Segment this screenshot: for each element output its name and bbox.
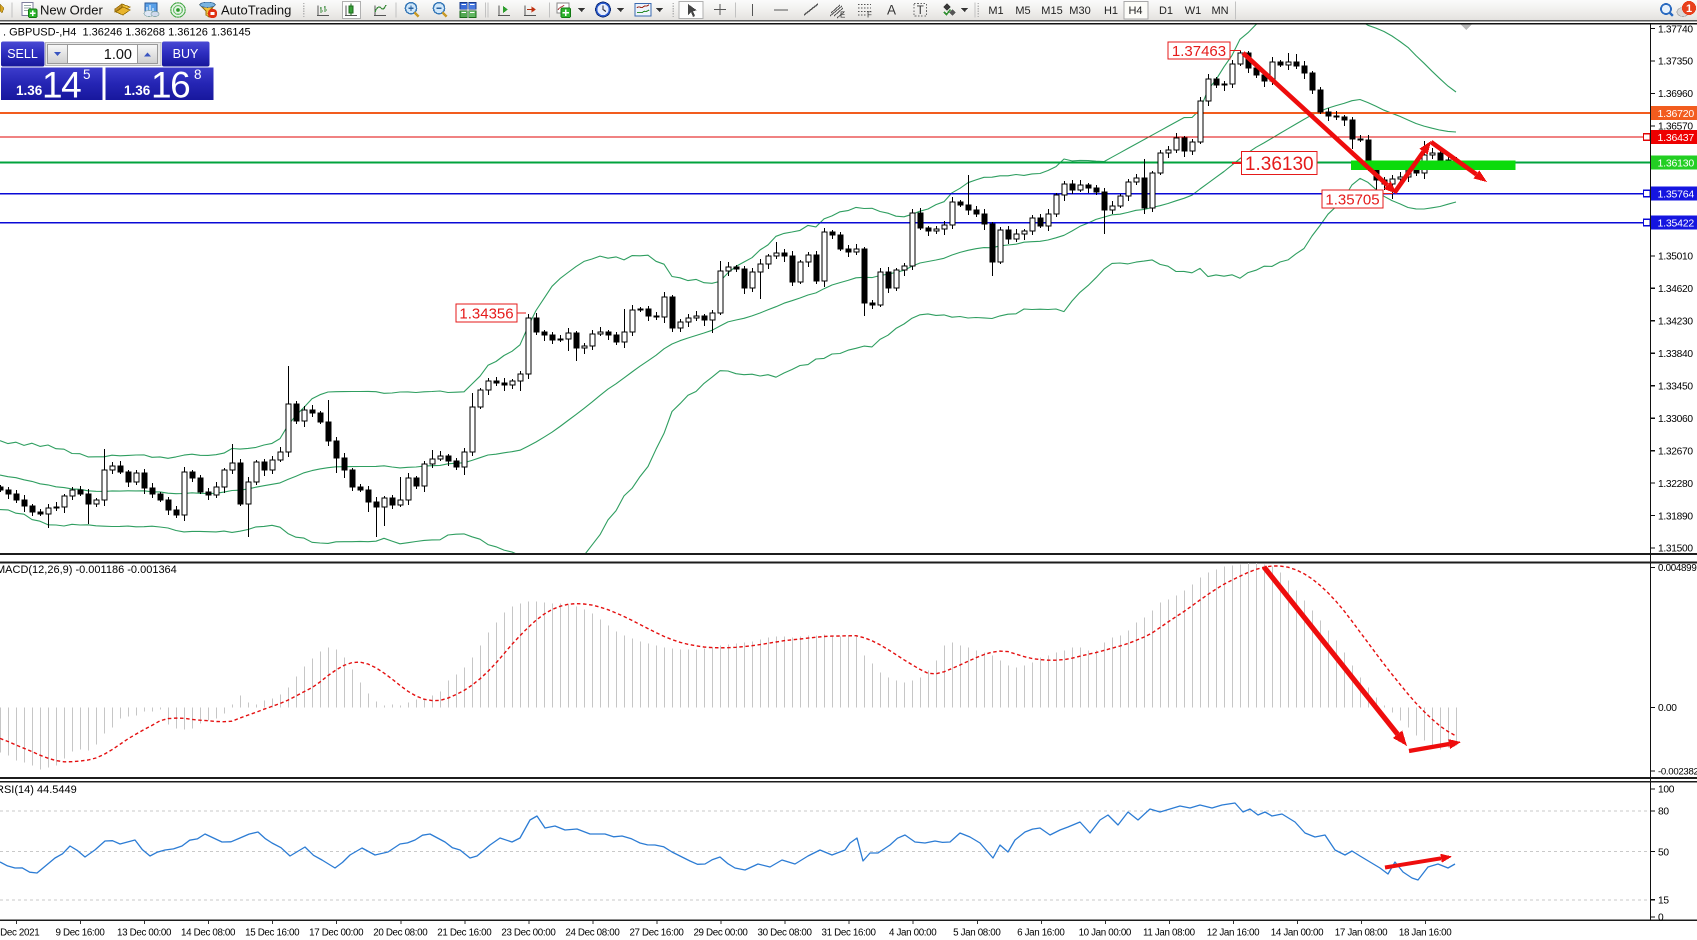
svg-text:1.36130: 1.36130 (1245, 154, 1314, 175)
svg-text:100: 100 (1658, 785, 1675, 796)
svg-text:1.34620: 1.34620 (1658, 284, 1693, 295)
svg-text:W1: W1 (1185, 5, 1202, 17)
svg-text:1.36570: 1.36570 (1658, 122, 1693, 133)
svg-text:5 Jan 08:00: 5 Jan 08:00 (953, 928, 1001, 939)
svg-text:1.33450: 1.33450 (1658, 381, 1693, 392)
svg-text:6 Jan 16:00: 6 Jan 16:00 (1017, 928, 1065, 939)
svg-text:24 Dec 08:00: 24 Dec 08:00 (565, 928, 620, 939)
svg-text:11 Jan 08:00: 11 Jan 08:00 (1143, 928, 1196, 939)
svg-text:MN: MN (1211, 5, 1228, 17)
svg-text:. GBPUSD-,H4 1.36246 1.36268: . GBPUSD-,H4 1.36246 1.36268 1.36126 1.3… (3, 27, 251, 39)
svg-text:1.35705: 1.35705 (1325, 191, 1379, 208)
svg-text:21 Dec 16:00: 21 Dec 16:00 (437, 928, 492, 939)
svg-text:H4: H4 (1128, 5, 1142, 17)
svg-text:BUY: BUY (173, 47, 199, 61)
svg-text:18 Jan 16:00: 18 Jan 16:00 (1399, 928, 1452, 939)
svg-text:1.34230: 1.34230 (1658, 317, 1693, 328)
svg-text:14 Dec 08:00: 14 Dec 08:00 (181, 928, 236, 939)
svg-text:1.35010: 1.35010 (1658, 252, 1693, 263)
svg-text:1.37740: 1.37740 (1658, 24, 1693, 35)
svg-text:1.37350: 1.37350 (1658, 57, 1693, 68)
svg-text:16: 16 (151, 65, 189, 106)
svg-text:AutoTrading: AutoTrading (221, 3, 291, 18)
svg-text:1.36437: 1.36437 (1658, 132, 1695, 144)
svg-text:17 Jan 08:00: 17 Jan 08:00 (1335, 928, 1388, 939)
svg-text:M5: M5 (1015, 5, 1030, 17)
svg-text:A: A (887, 3, 896, 18)
svg-text:9 Dec 16:00: 9 Dec 16:00 (56, 928, 106, 939)
svg-text:31 Dec 16:00: 31 Dec 16:00 (822, 928, 877, 939)
svg-text:8: 8 (194, 67, 202, 82)
svg-text:0.004899: 0.004899 (1658, 563, 1696, 574)
svg-text:20 Dec 08:00: 20 Dec 08:00 (373, 928, 428, 939)
svg-text:23 Dec 00:00: 23 Dec 00:00 (501, 928, 556, 939)
svg-text:H1: H1 (1104, 5, 1118, 17)
svg-text:SELL: SELL (7, 47, 38, 61)
svg-text:M15: M15 (1041, 5, 1062, 17)
svg-text:17 Dec 00:00: 17 Dec 00:00 (309, 928, 364, 939)
svg-text:1.33840: 1.33840 (1658, 349, 1693, 360)
svg-text:-0.002382: -0.002382 (1658, 767, 1697, 778)
svg-text:1.32280: 1.32280 (1658, 479, 1693, 490)
svg-text:1.37463: 1.37463 (1172, 43, 1226, 60)
svg-text:1.36720: 1.36720 (1658, 108, 1695, 120)
svg-text:29 Dec 00:00: 29 Dec 00:00 (693, 928, 748, 939)
svg-text:4 Jan 00:00: 4 Jan 00:00 (889, 928, 937, 939)
svg-text:1.33060: 1.33060 (1658, 414, 1693, 425)
svg-text:D1: D1 (1159, 5, 1173, 17)
svg-text:M1: M1 (988, 5, 1003, 17)
svg-text:0: 0 (1658, 913, 1664, 924)
svg-text:1.35422: 1.35422 (1658, 217, 1695, 229)
svg-text:M30: M30 (1069, 5, 1090, 17)
svg-text:8 Dec 2021: 8 Dec 2021 (0, 928, 39, 939)
svg-text:27 Dec 16:00: 27 Dec 16:00 (629, 928, 684, 939)
svg-text:New Order: New Order (40, 3, 104, 18)
svg-text:T: T (917, 5, 924, 17)
svg-text:1.34356: 1.34356 (459, 305, 513, 322)
svg-text:1.31890: 1.31890 (1658, 511, 1693, 522)
svg-text:1.32670: 1.32670 (1658, 446, 1693, 457)
svg-text:1.31500: 1.31500 (1658, 544, 1693, 555)
svg-text:10 Jan 00:00: 10 Jan 00:00 (1079, 928, 1132, 939)
svg-text:14: 14 (42, 65, 81, 106)
svg-text:80: 80 (1658, 807, 1669, 818)
svg-text:13 Dec 00:00: 13 Dec 00:00 (117, 928, 172, 939)
svg-text:RSI(14) 44.5449: RSI(14) 44.5449 (0, 784, 77, 796)
svg-text:1.36130: 1.36130 (1658, 157, 1695, 169)
svg-text:14 Jan 00:00: 14 Jan 00:00 (1271, 928, 1324, 939)
svg-text:30 Dec 08:00: 30 Dec 08:00 (758, 928, 813, 939)
svg-text:1.35764: 1.35764 (1658, 188, 1695, 200)
svg-text:15 Dec 16:00: 15 Dec 16:00 (245, 928, 300, 939)
svg-text:1.36: 1.36 (16, 83, 43, 98)
svg-text:E: E (840, 11, 845, 20)
svg-text:F: F (867, 11, 872, 20)
svg-text:1.00: 1.00 (104, 47, 132, 63)
svg-text:5: 5 (83, 67, 91, 82)
svg-text:1.36: 1.36 (124, 83, 151, 98)
svg-text:MACD(12,26,9) -0.001186 -0.001: MACD(12,26,9) -0.001186 -0.001364 (0, 564, 177, 576)
svg-text:12 Jan 16:00: 12 Jan 16:00 (1207, 928, 1260, 939)
svg-text:1: 1 (1686, 3, 1692, 15)
svg-text:0.00: 0.00 (1658, 703, 1677, 714)
svg-text:15: 15 (1658, 896, 1669, 907)
svg-text:1.36960: 1.36960 (1658, 89, 1693, 100)
svg-text:50: 50 (1658, 847, 1669, 858)
